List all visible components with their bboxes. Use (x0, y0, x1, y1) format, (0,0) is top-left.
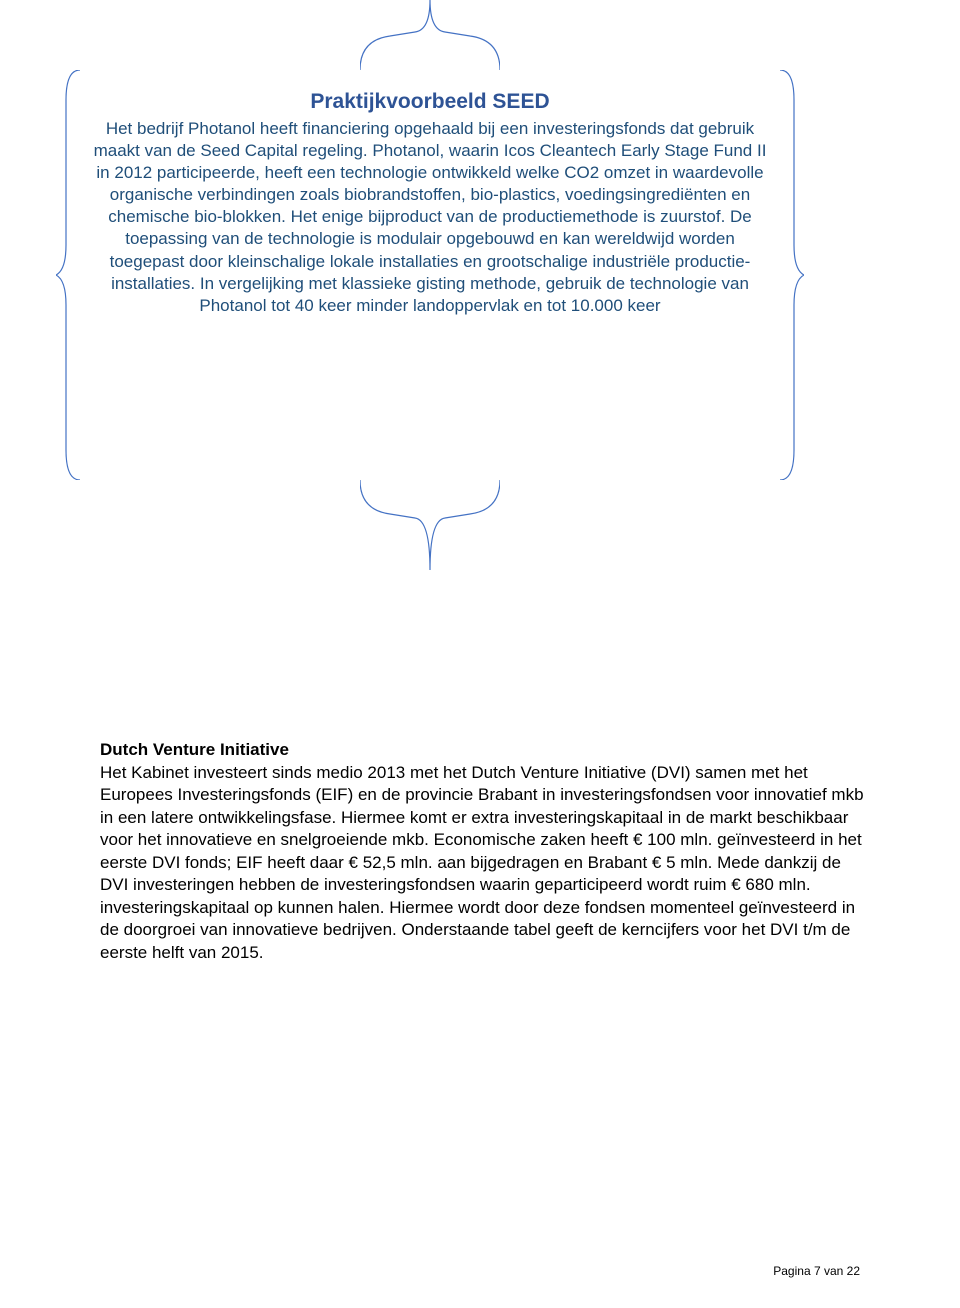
right-brace-icon (780, 70, 804, 480)
section-title: Dutch Venture Initiative (100, 740, 865, 760)
callout-title: Praktijkvoorbeeld SEED (90, 90, 770, 114)
callout-bottom-connector-icon (360, 480, 500, 570)
document-page: Praktijkvoorbeeld SEED Het bedrijf Phota… (0, 0, 960, 1308)
callout-body: Het bedrijf Photanol heeft financiering … (90, 118, 770, 317)
page-footer: Pagina 7 van 22 (773, 1264, 860, 1278)
callout-content: Praktijkvoorbeeld SEED Het bedrijf Phota… (80, 70, 780, 327)
callout-wrapper: Praktijkvoorbeeld SEED Het bedrijf Phota… (80, 0, 780, 480)
callout-box: Praktijkvoorbeeld SEED Het bedrijf Phota… (80, 70, 780, 480)
section-body: Het Kabinet investeert sinds medio 2013 … (100, 762, 865, 964)
left-brace-icon (56, 70, 80, 480)
body-section: Dutch Venture Initiative Het Kabinet inv… (100, 740, 865, 964)
callout-top-connector-icon (360, 0, 500, 70)
